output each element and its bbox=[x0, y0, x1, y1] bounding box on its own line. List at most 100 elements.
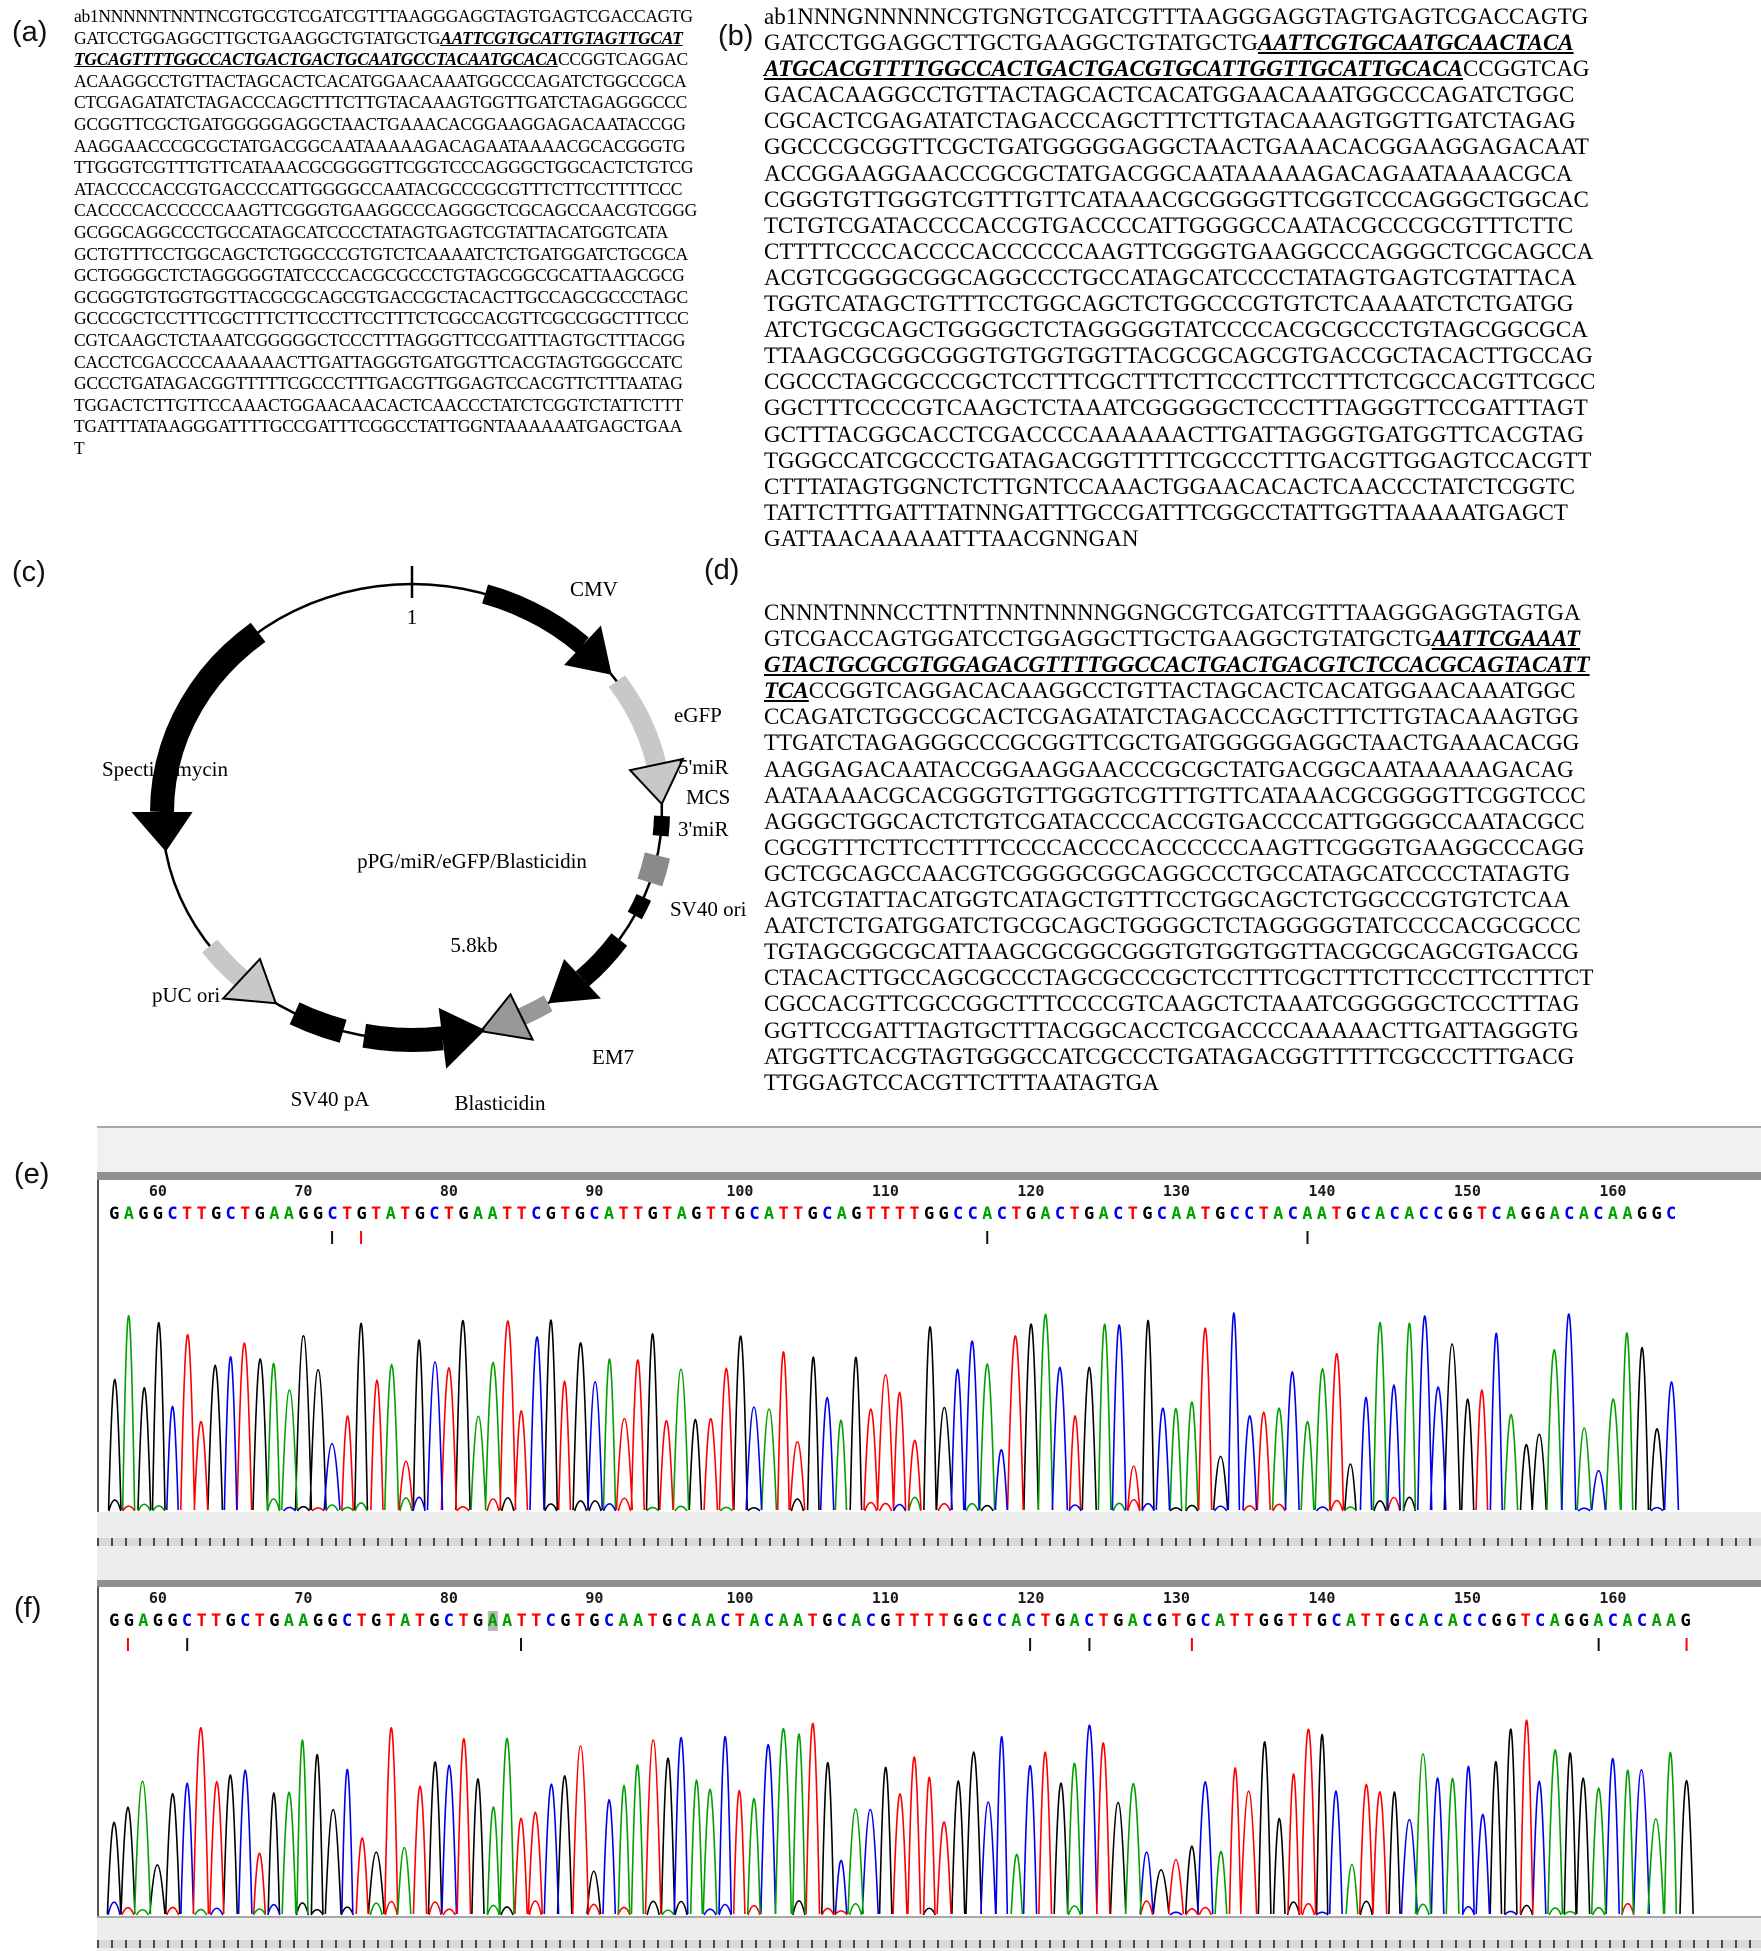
insert-sequence: AATTCGTGCAATGCAACTACA bbox=[1257, 30, 1574, 56]
base-call-C: C bbox=[1433, 1204, 1444, 1224]
base-call-G: G bbox=[429, 1611, 440, 1631]
base-call-A: A bbox=[269, 1204, 280, 1224]
base-call-T: T bbox=[865, 1204, 876, 1224]
chromatogram-e-scrollbar[interactable] bbox=[97, 1126, 1761, 1180]
sequence-line: AGTCGTATTACATGGTCATAGCTGTTTCCTGGCAGCTCTG… bbox=[764, 887, 1761, 913]
sequence-line: TTGATCTAGAGGGCCCGCGGTTCGCTGATGGGGGAGGCTA… bbox=[764, 730, 1761, 756]
sequence-panel-b: ab1NNNGNNNNNCGTGNGTCGATCGTTTAAGGGAGGTAGT… bbox=[764, 4, 1761, 552]
trace-#ff0000 bbox=[122, 1320, 1489, 1512]
ruler-number: 150 bbox=[1453, 1589, 1481, 1607]
sequence-line: GCGGCAGGCCCTGCCATAGCATCCCCTATAGTGAGTCGTA… bbox=[74, 222, 742, 244]
panel-label-c: (c) bbox=[12, 556, 46, 588]
sequence-text: GACACAAGGCCTGTTACTAGCACTCACATGGAACAAATGG… bbox=[764, 82, 1575, 108]
plasmid-svg: pPG/miR/eGFP/Blasticidin 5.8kb 1 CMV eGFP… bbox=[102, 566, 747, 1115]
plasmid-map: pPG/miR/eGFP/Blasticidin 5.8kb 1 CMV eGFP… bbox=[72, 550, 762, 1130]
sequence-panel-a: ab1NNNNNTNNTNCGTGCGTCGATCGTTTAAGGGAGGTAG… bbox=[74, 6, 742, 459]
sequence-line: AATAAAACGCACGGGTGTTGGGTCGTTTGTTCATAAACGC… bbox=[764, 783, 1761, 809]
bottom-scrollbar-ticks[interactable] bbox=[97, 1940, 1761, 1948]
insert-sequence: TGCAGTTTTGGCCACTGACTGACTGCAATGCCTACAATGC… bbox=[74, 49, 558, 70]
base-call-G: G bbox=[1680, 1611, 1691, 1631]
base-call-T: T bbox=[240, 1204, 251, 1224]
sequence-text: CCGGTCAGGAC bbox=[558, 49, 688, 70]
sequence-text: TGATTTATAAGGGATTTTGCCGATTTCGGCCTATTGGNTA… bbox=[74, 416, 683, 437]
sequence-line: GCGGTTCGCTGATGGGGGAGGCTAACTGAAACACGGAAGG… bbox=[74, 114, 742, 136]
sequence-text: CCAGATCTGGCCGCACTCGAGATATCTAGACCCAGCTTTC… bbox=[764, 704, 1579, 730]
base-call-A: A bbox=[793, 1611, 804, 1631]
base-call-T: T bbox=[705, 1204, 716, 1224]
sequence-text: ACGTCGGGGCGGCAGGCCCTGCCATAGCATCCCCTATAGT… bbox=[764, 264, 1577, 290]
sequence-text: AAGGAACCCGCGCTATGACGGCAATAAAAAGACAGAATAA… bbox=[74, 135, 686, 156]
base-call-G: G bbox=[1273, 1611, 1284, 1631]
sequence-line: CTCGAGATATCTAGACCCAGCTTTCTTGTACAAAGTGGTT… bbox=[74, 92, 742, 114]
base-call-T: T bbox=[196, 1611, 207, 1631]
plasmid-feature-spectinomycin-label: Spectinomycin bbox=[102, 757, 228, 781]
plasmid-feature-em7-arrowhead bbox=[479, 992, 535, 1041]
sequence-text: GCGGTTCGCTGATGGGGGAGGCTAACTGAAACACGGAAGG… bbox=[74, 113, 686, 134]
sequence-line: AAGGAACCCGCGCTATGACGGCAATAAAAAGACAGAATAA… bbox=[74, 136, 742, 158]
base-call-G: G bbox=[356, 1204, 367, 1224]
sequence-line: GATCCTGGAGGCTTGCTGAAGGCTGTATGCTGAATTCGTG… bbox=[764, 30, 1761, 56]
base-call-A: A bbox=[1214, 1611, 1226, 1631]
ruler-number: 70 bbox=[294, 1589, 313, 1607]
sequence-text: T bbox=[74, 437, 85, 458]
base-call-T: T bbox=[458, 1611, 469, 1631]
sequence-line: TCTGTCGATACCCCACCGTGACCCCATTGGGGCCAATACG… bbox=[764, 213, 1761, 239]
sequence-text: TGGGCCATCGCCCTGATAGACGGTTTTTCGCCCTTTGACG… bbox=[764, 447, 1592, 473]
sequence-text: GCTCGCAGCCAACGTCGGGGCGGCAGGCCCTGCCATAGCA… bbox=[764, 860, 1570, 886]
plasmid-feature-puc-ori-label: pUC ori bbox=[152, 983, 220, 1007]
sequence-text: ab1NNNNNTNNTNCGTGCGTCGATCGTTTAAGGGAGGTAG… bbox=[74, 6, 693, 26]
plasmid-feature-blasticidin-label: Blasticidin bbox=[455, 1091, 546, 1115]
sequence-line: GCGGGTGTGGTGGTTACGCGCAGCGTGACCGCTACACTTG… bbox=[74, 287, 742, 309]
base-call-T: T bbox=[1476, 1204, 1488, 1224]
ruler-number: 130 bbox=[1162, 1589, 1190, 1607]
sequence-line: CGTCAAGCTCTAAATCGGGGGCTCCCTTTAGGGTTCCGAT… bbox=[74, 330, 742, 352]
sequence-text: TTAAGCGCGGCGGGTGTGGTGGTTACGCGCAGCGTGACCG… bbox=[764, 343, 1593, 369]
base-call-A: A bbox=[851, 1611, 862, 1631]
plasmid-feature-egfp bbox=[608, 675, 667, 768]
base-call-T: T bbox=[720, 1204, 731, 1224]
sequence-text: GCCCTGATAGACGGTTTTTCGCCCTTTGACGTTGGAGTCC… bbox=[74, 373, 683, 394]
ruler-number: 140 bbox=[1308, 1182, 1336, 1200]
base-call-A: A bbox=[1622, 1611, 1633, 1631]
base-call-C: C bbox=[1331, 1611, 1342, 1631]
base-call-A: A bbox=[1578, 1204, 1589, 1224]
base-call-T: T bbox=[894, 1204, 906, 1224]
base-call-A: A bbox=[632, 1611, 644, 1631]
base-call-C: C bbox=[1535, 1611, 1546, 1631]
sequence-text: CCGGTCAG bbox=[1463, 56, 1590, 82]
sequence-text: GATCCTGGAGGCTTGCTGAAGGCTGTATGCTG bbox=[764, 30, 1258, 56]
sequence-text: CACCCCACCCCCCAAGTTCGGGTGAAGGCCCAGGGCTCGC… bbox=[74, 200, 697, 221]
sequence-line: AAGGAGACAATACCGGAAGGAACCCGCGCTATGACGGCAA… bbox=[764, 757, 1761, 783]
sequence-text: CGCACTCGAGATATCTAGACCCAGCTTTCTTGTACAAAGT… bbox=[764, 108, 1576, 134]
sequence-text: CACCTCGACCCCAAAAAACTTGATTAGGGTGATGGTTCAC… bbox=[74, 351, 683, 372]
insert-sequence: AATTCGAAAT bbox=[1431, 626, 1580, 652]
base-call-A: A bbox=[618, 1611, 629, 1631]
sequence-text: GGTTCCGATTTAGTGCTTTACGGCACCTCGACCCCAAAAA… bbox=[764, 1017, 1579, 1043]
sequence-text: ATGGTTCACGTAGTGGGCCATCGCCCTGATAGACGGTTTT… bbox=[764, 1043, 1575, 1069]
base-call-G: G bbox=[269, 1611, 280, 1631]
sequence-line: CCAGATCTGGCCGCACTCGAGATATCTAGACCCAGCTTTC… bbox=[764, 704, 1761, 730]
plasmid-feature-cmv bbox=[482, 584, 589, 654]
sequence-text: CGCCACGTTCGCCGGCTTTCCCCGTCAAGCTCTAAATCGG… bbox=[764, 991, 1580, 1017]
sequence-line: GCTGGGGCTCTAGGGGGTATCCCCACGCGCCCTGTAGCGG… bbox=[74, 265, 742, 287]
divider-scrollbar-ticks[interactable] bbox=[97, 1538, 1761, 1546]
base-call-T: T bbox=[662, 1204, 673, 1224]
sequence-text: CGGGTGTTGGGTCGTTTGTTCATAAACGCGGGGTTCGGTC… bbox=[764, 186, 1589, 212]
sequence-line: ATGCACGTTTTGGCCACTGACTGACGTGCATTGGTTGCAT… bbox=[764, 56, 1761, 82]
base-call-A: A bbox=[1316, 1204, 1328, 1224]
base-call-G: G bbox=[1214, 1204, 1226, 1224]
sequence-line: GCTGTTTCCTGGCAGCTCTGGCCCGTGTCTCAAAATCTCT… bbox=[74, 244, 742, 266]
chromatogram-f-trace-svg bbox=[106, 1638, 1694, 1916]
base-call-C: C bbox=[953, 1204, 964, 1224]
sequence-line: GTACTGCGCGTGGAGACGTTTTGGCCACTGACTGACGTCT… bbox=[764, 652, 1761, 678]
sequence-line: ACAAGGCCTGTTACTAGCACTCACATGGAACAAATGGCCC… bbox=[74, 71, 742, 93]
base-call-A: A bbox=[705, 1611, 716, 1631]
sequence-line: CACCTCGACCCCAAAAAACTTGATTAGGGTGATGGTTCAC… bbox=[74, 352, 742, 374]
base-call-A: A bbox=[1666, 1611, 1677, 1631]
sequence-text: CNNNTNNNCCTTNTTNNTNNNNGGNGCGTCGATCGTTTAA… bbox=[764, 600, 1581, 625]
base-call-C: C bbox=[1636, 1611, 1648, 1631]
sequence-text: ACCGGAAGGAACCCGCGCTATGACGGCAATAAAAAGACAG… bbox=[764, 160, 1573, 186]
base-call-G: G bbox=[123, 1611, 134, 1631]
insert-sequence: TCA bbox=[764, 678, 809, 704]
